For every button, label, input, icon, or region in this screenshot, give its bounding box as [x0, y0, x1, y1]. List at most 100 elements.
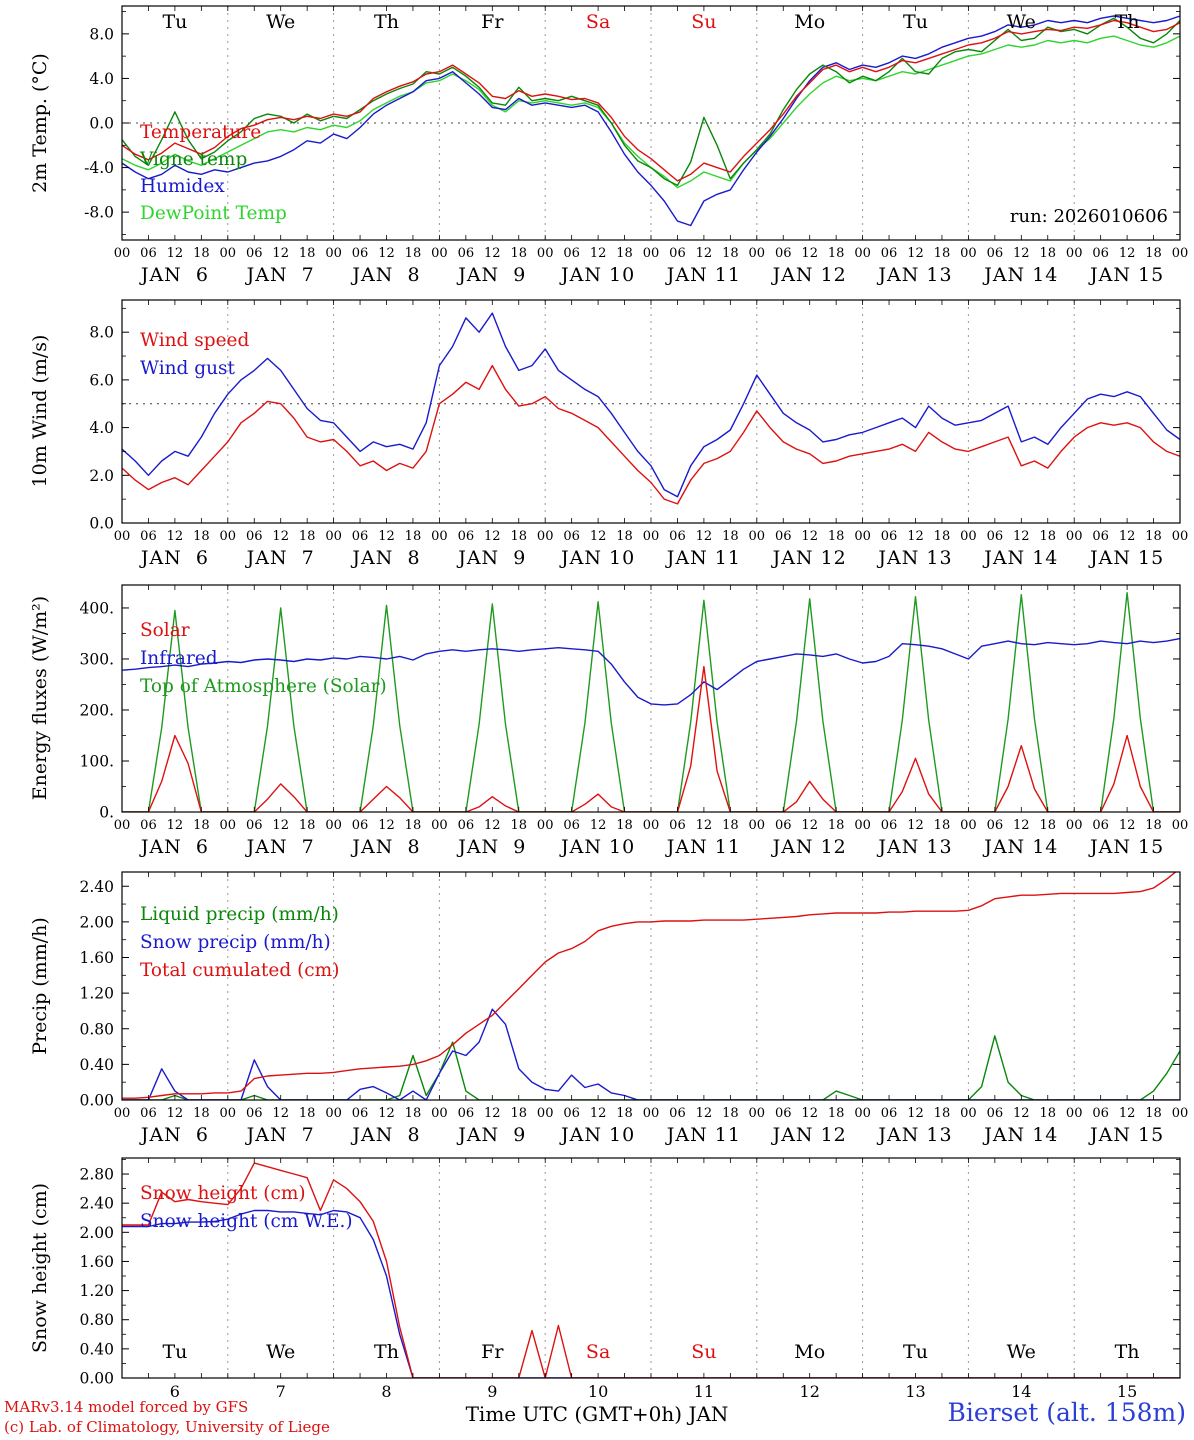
y-tick-label: 0.80 — [79, 1311, 114, 1329]
series-total-cumulated-cm — [122, 872, 1177, 1099]
y-tick-label: -4.0 — [84, 159, 114, 177]
hour-tick-label: 18 — [616, 1106, 633, 1121]
y-tick-label: 0.40 — [79, 1340, 114, 1358]
y-tick-label: 0.0 — [89, 115, 114, 133]
weekday-label: Tu — [903, 1341, 928, 1363]
hour-tick-label: 06 — [881, 529, 898, 544]
legend-liquid-precip: Liquid precip (mm/h) — [140, 904, 339, 925]
series-group — [122, 592, 1180, 812]
hour-tick-label: 00 — [220, 1106, 237, 1121]
hour-tick-label: 06 — [458, 1106, 475, 1121]
hour-tick-label: 00 — [114, 246, 131, 261]
hour-tick-label: 18 — [828, 818, 845, 833]
y-axis-title-energy: Energy fluxes (W/m²) — [29, 595, 51, 801]
hour-tick-label: 06 — [987, 1106, 1004, 1121]
hour-tick-label: 00 — [220, 529, 237, 544]
hour-tick-label: 18 — [616, 246, 633, 261]
hour-tick-label: 00 — [114, 529, 131, 544]
hour-tick-label: 00 — [749, 818, 766, 833]
hour-tick-label: 00 — [854, 818, 871, 833]
panel-wind: 8.06.04.02.00.000 06 12 18 00 06 12 18 00 06 12 18 0… — [89, 299, 1189, 569]
hour-tick-label: 00 — [431, 246, 448, 261]
hour-tick-label: 00 — [1172, 1106, 1189, 1121]
date-label: JAN 9 — [456, 1124, 526, 1146]
hour-tick-label: 06 — [246, 246, 263, 261]
date-label: JAN 6 — [139, 1124, 209, 1146]
legend-solar: Solar — [140, 620, 190, 641]
date-label: JAN 14 — [982, 836, 1058, 858]
series-wind-gust — [122, 312, 1180, 498]
date-label: JAN 10 — [559, 1124, 635, 1146]
hour-tick-label: 00 — [1066, 246, 1083, 261]
date-label: JAN 14 — [982, 264, 1058, 286]
y-tick-label: 8.0 — [89, 324, 114, 342]
hour-tick-label: 18 — [193, 246, 210, 261]
date-label: JAN 14 — [982, 1124, 1058, 1146]
hour-tick-label: 06 — [458, 818, 475, 833]
series-wind-speed — [122, 364, 1180, 505]
hour-tick-label: 18 — [299, 246, 316, 261]
y-tick-label: 0.00 — [79, 1092, 114, 1110]
hour-tick-label: 12 — [378, 818, 395, 833]
weekday-label: Mo — [794, 1341, 825, 1363]
hour-tick-label: 12 — [801, 246, 818, 261]
hour-tick-label: 00 — [854, 529, 871, 544]
hour-tick-label: 18 — [934, 529, 951, 544]
date-label: JAN 8 — [350, 1124, 420, 1146]
hour-tick-label: 06 — [669, 818, 686, 833]
date-label: JAN 13 — [876, 264, 952, 286]
hour-tick-label: 06 — [563, 1106, 580, 1121]
date-label: JAN 11 — [665, 1124, 741, 1146]
hour-tick-label: 06 — [140, 1106, 157, 1121]
weekday-label: Tu — [162, 11, 187, 33]
hour-tick-label: 18 — [193, 818, 210, 833]
run-label: run: 2026010606 — [1009, 206, 1168, 227]
hour-tick-label: 00 — [1172, 529, 1189, 544]
hour-tick-label: 18 — [299, 818, 316, 833]
weekday-label: Mo — [794, 11, 825, 33]
hour-tick-label: 18 — [1145, 529, 1162, 544]
hour-tick-label: 06 — [669, 529, 686, 544]
hour-tick-label: 06 — [881, 818, 898, 833]
site-label: Bierset (alt. 158m) — [947, 1398, 1186, 1427]
y-tick-label: 0.0 — [89, 515, 114, 533]
date-label: JAN 14 — [982, 547, 1058, 569]
hour-tick-label: 12 — [1119, 1106, 1136, 1121]
hour-tick-label: 00 — [325, 818, 342, 833]
hour-tick-label: 06 — [881, 1106, 898, 1121]
hour-tick-label: 18 — [1145, 818, 1162, 833]
weekday-label: We — [266, 1341, 295, 1363]
hour-tick-label: 00 — [1066, 818, 1083, 833]
y-tick-label: 0. — [99, 804, 114, 822]
hour-tick-label: 18 — [1145, 246, 1162, 261]
hour-tick-label: 12 — [801, 529, 818, 544]
legend-wind-speed: Wind speed — [140, 330, 250, 351]
date-label: JAN 7 — [245, 836, 315, 858]
date-label: JAN 15 — [1088, 836, 1164, 858]
hour-tick-label: 18 — [405, 246, 422, 261]
hour-tick-label: 18 — [828, 1106, 845, 1121]
y-tick-label: 1.60 — [79, 949, 114, 967]
y-tick-label: 1.20 — [79, 985, 114, 1003]
weekday-label: We — [1007, 11, 1036, 33]
hour-tick-label: 18 — [616, 818, 633, 833]
date-label: JAN 7 — [245, 1124, 315, 1146]
hour-tick-label: 06 — [140, 246, 157, 261]
y-tick-label: 1.20 — [79, 1282, 114, 1300]
date-label: JAN 13 — [876, 547, 952, 569]
weekday-label: Th — [374, 11, 399, 33]
hour-tick-label: 06 — [1092, 1106, 1109, 1121]
hour-tick-label: 00 — [220, 818, 237, 833]
hour-tick-label: 12 — [1013, 529, 1030, 544]
hour-tick-label: 06 — [987, 529, 1004, 544]
hour-tick-label: 00 — [537, 818, 554, 833]
hour-tick-label: 00 — [749, 529, 766, 544]
hour-tick-label: 18 — [1039, 246, 1056, 261]
day-number-label: 10 — [588, 1382, 608, 1401]
date-label: JAN 15 — [1088, 264, 1164, 286]
hour-tick-label: 00 — [960, 246, 977, 261]
hour-tick-label: 00 — [537, 1106, 554, 1121]
hour-tick-label: 12 — [1013, 1106, 1030, 1121]
hour-tick-label: 00 — [1066, 1106, 1083, 1121]
series-top-of-atmosphere-solar — [122, 592, 1180, 812]
